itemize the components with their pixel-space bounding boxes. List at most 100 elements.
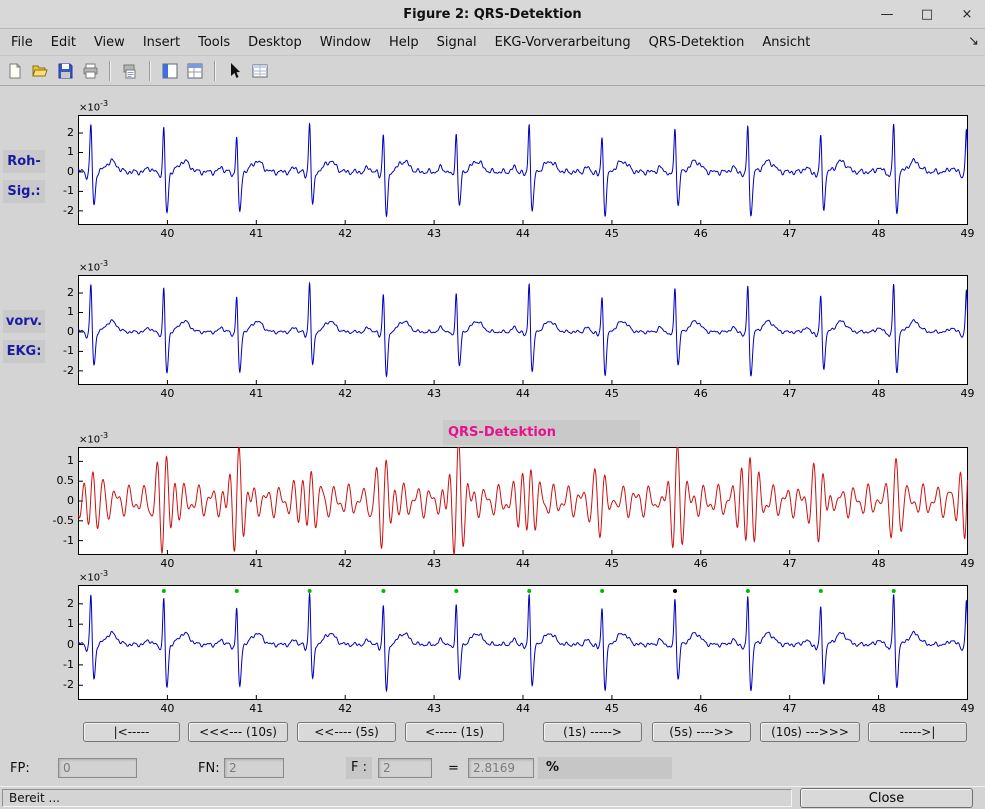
x-tick-label: 41 bbox=[249, 227, 264, 240]
x-tick-label: 40 bbox=[160, 387, 175, 400]
menu-signal[interactable]: Signal bbox=[436, 35, 477, 50]
btn-back-10s[interactable]: <<<--- (10s) bbox=[188, 722, 288, 742]
btn-back-1s[interactable]: <----- (1s) bbox=[405, 722, 504, 742]
close-button[interactable]: Close bbox=[800, 788, 973, 808]
x-tick-label: 44 bbox=[516, 702, 530, 715]
y-tick-label: -0.5 bbox=[52, 513, 74, 527]
menu-tools[interactable]: Tools bbox=[198, 35, 231, 50]
menu-insert[interactable]: Insert bbox=[142, 35, 181, 50]
x-tick-label: 48 bbox=[871, 387, 886, 400]
missed-beat-marker bbox=[673, 589, 678, 593]
dock-figure-icon[interactable]: ↘ bbox=[968, 34, 979, 49]
fp-label: FP: bbox=[10, 761, 30, 776]
plot-canvas bbox=[78, 447, 968, 555]
x-tick-label: 43 bbox=[427, 557, 442, 570]
y-tick-label: 2 bbox=[67, 596, 74, 610]
x-tick-label: 46 bbox=[693, 387, 708, 400]
fn-label: FN: bbox=[198, 761, 220, 776]
save-icon[interactable] bbox=[54, 60, 76, 82]
x-tick-label: 42 bbox=[338, 227, 353, 240]
menu-window[interactable]: Window bbox=[319, 35, 372, 50]
maximize-button[interactable]: □ bbox=[920, 7, 934, 22]
f-input[interactable] bbox=[378, 758, 432, 778]
menu-view[interactable]: View bbox=[93, 35, 125, 50]
menu-edit[interactable]: Edit bbox=[50, 35, 76, 50]
x-tick-label: 46 bbox=[693, 557, 708, 570]
x-tick-label: 41 bbox=[249, 387, 264, 400]
percent-label: % bbox=[546, 760, 560, 775]
x-tick-label: 42 bbox=[338, 387, 353, 400]
y-tick-label: 1 bbox=[67, 145, 74, 159]
menu-qrs-detektion[interactable]: QRS-Detektion bbox=[648, 35, 745, 50]
x-tick-label: 42 bbox=[338, 702, 353, 715]
plot-browser-icon[interactable] bbox=[184, 60, 206, 82]
menu-desktop[interactable]: Desktop bbox=[248, 35, 302, 50]
menu-ansicht[interactable]: Ansicht bbox=[762, 35, 811, 50]
y-exponent-label: ×10-3 bbox=[79, 431, 109, 446]
toolbar-separator bbox=[149, 61, 151, 81]
x-tick-label: 49 bbox=[960, 227, 975, 240]
preprocessed-label-1: vorv. bbox=[3, 310, 45, 333]
new-file-icon[interactable] bbox=[4, 60, 26, 82]
y-exponent-label: ×10-3 bbox=[79, 569, 109, 584]
plot-canvas bbox=[78, 275, 968, 385]
x-tick-label: 43 bbox=[427, 387, 442, 400]
status-panel: Bereit ... bbox=[2, 789, 792, 807]
x-tick-label: 49 bbox=[960, 557, 975, 570]
y-tick-label: 0 bbox=[67, 494, 74, 507]
qrs-detection-marker bbox=[234, 589, 239, 593]
x-tick-label: 46 bbox=[693, 227, 708, 240]
menu-file[interactable]: File bbox=[11, 35, 33, 50]
y-tick-label: -2 bbox=[63, 678, 74, 692]
x-tick-label: 43 bbox=[427, 227, 442, 240]
qrs-detection-marker bbox=[161, 589, 166, 593]
titlebar[interactable]: Figure 2: QRS-Detektion — □ × bbox=[0, 0, 985, 29]
print-icon[interactable] bbox=[79, 60, 101, 82]
btn-seek-end[interactable]: ----->| bbox=[868, 722, 967, 742]
menu-help[interactable]: Help bbox=[389, 35, 419, 50]
toolbar-separator bbox=[109, 61, 111, 81]
minimize-button[interactable]: — bbox=[880, 7, 894, 22]
btn-fwd-5s[interactable]: (5s) ---->> bbox=[652, 722, 751, 742]
x-tick-label: 44 bbox=[516, 557, 530, 570]
raw-signal-label-2: Sig.: bbox=[3, 180, 45, 203]
print-preview-icon[interactable] bbox=[119, 60, 141, 82]
x-tick-label: 40 bbox=[160, 557, 175, 570]
x-tick-label: 48 bbox=[871, 227, 886, 240]
plot-preprocessed-ecg: ×10-3 40 41 42 43 44 45 46 47 48 49 2 1 0 -1 -2 bbox=[63, 259, 974, 400]
menubar: File Edit View Insert Tools Desktop Wind… bbox=[0, 30, 985, 56]
toolbar-separator bbox=[214, 61, 216, 81]
fp-input[interactable] bbox=[58, 758, 137, 778]
y-exponent-label: ×10-3 bbox=[79, 99, 109, 114]
close-icon[interactable]: × bbox=[961, 7, 973, 22]
signal-trace bbox=[78, 122, 968, 218]
y-tick-label: 2 bbox=[67, 286, 74, 300]
plot-qrs-filtered: ×10-3 40 41 42 43 44 45 46 47 48 49 1 0.5 0 -0.5 -1 bbox=[53, 431, 975, 570]
fn-input[interactable] bbox=[224, 758, 284, 778]
f-label: F : bbox=[346, 757, 372, 779]
window-title: Figure 2: QRS-Detektion bbox=[403, 6, 582, 22]
btn-fwd-1s[interactable]: (1s) -----> bbox=[543, 722, 642, 742]
x-tick-label: 48 bbox=[871, 702, 886, 715]
x-tick-label: 47 bbox=[782, 702, 797, 715]
open-folder-icon[interactable] bbox=[29, 60, 51, 82]
pointer-icon[interactable] bbox=[224, 60, 246, 82]
btn-seek-start[interactable]: |<----- bbox=[83, 722, 180, 742]
result-input[interactable] bbox=[468, 758, 534, 778]
x-tick-label: 46 bbox=[693, 702, 708, 715]
btn-back-5s[interactable]: <<---- (5s) bbox=[297, 722, 396, 742]
x-tick-label: 41 bbox=[249, 702, 264, 715]
x-tick-label: 47 bbox=[782, 227, 797, 240]
plot-canvas bbox=[78, 115, 968, 225]
figure-palette-icon[interactable] bbox=[159, 60, 181, 82]
property-editor-icon[interactable] bbox=[249, 60, 271, 82]
btn-fwd-10s[interactable]: (10s) --->>> bbox=[760, 722, 860, 742]
qrs-detection-marker bbox=[745, 589, 750, 593]
qrs-detektion-title: QRS-Detektion bbox=[443, 420, 640, 445]
window-controls: — □ × bbox=[877, 0, 977, 29]
preprocessed-label-2: EKG: bbox=[3, 340, 45, 363]
x-tick-label: 41 bbox=[249, 557, 264, 570]
menu-ekg-vorverarbeitung[interactable]: EKG-Vorverarbeitung bbox=[494, 35, 631, 50]
y-tick-label: 0 bbox=[67, 164, 74, 178]
